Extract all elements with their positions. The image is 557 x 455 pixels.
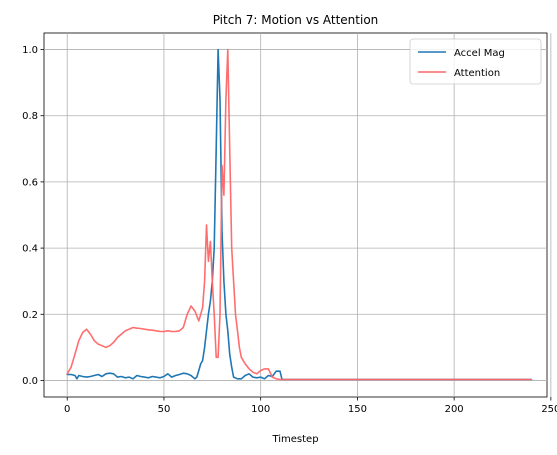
y-tick-label: 1.0: [22, 45, 38, 56]
y-tick-label: 0.6: [22, 177, 38, 188]
chart-title: Pitch 7: Motion vs Attention: [213, 13, 379, 27]
series-line-attention: [66, 48, 533, 381]
series-line-accel-mag: [66, 48, 533, 381]
series-layer: [66, 48, 533, 381]
x-tick-label: 150: [348, 404, 367, 415]
plot-frame: [43, 32, 548, 398]
legend-label: Accel Mag: [454, 48, 505, 59]
x-tick-label: 200: [445, 404, 464, 415]
x-tick-label: 50: [158, 404, 171, 415]
y-axis: 0.0 0.2 0.4 0.6 0.8 1.0: [22, 45, 44, 387]
y-tick-label: 0.4: [22, 244, 38, 255]
grid: [44, 33, 552, 397]
x-tick-label: 0: [64, 404, 70, 415]
y-tick-label: 0.0: [22, 376, 38, 387]
y-tick-label: 0.8: [22, 111, 38, 122]
x-axis-label: Timestep: [271, 434, 318, 445]
plot-area: [43, 32, 552, 398]
x-axis: 0 50 100 150 200 250: [64, 397, 557, 415]
x-tick-label: 100: [251, 404, 270, 415]
legend: Accel Mag Attention: [409, 38, 542, 85]
x-tick-label: 250: [541, 404, 557, 415]
y-tick-label: 0.2: [22, 310, 38, 321]
legend-label: Attention: [454, 68, 500, 79]
